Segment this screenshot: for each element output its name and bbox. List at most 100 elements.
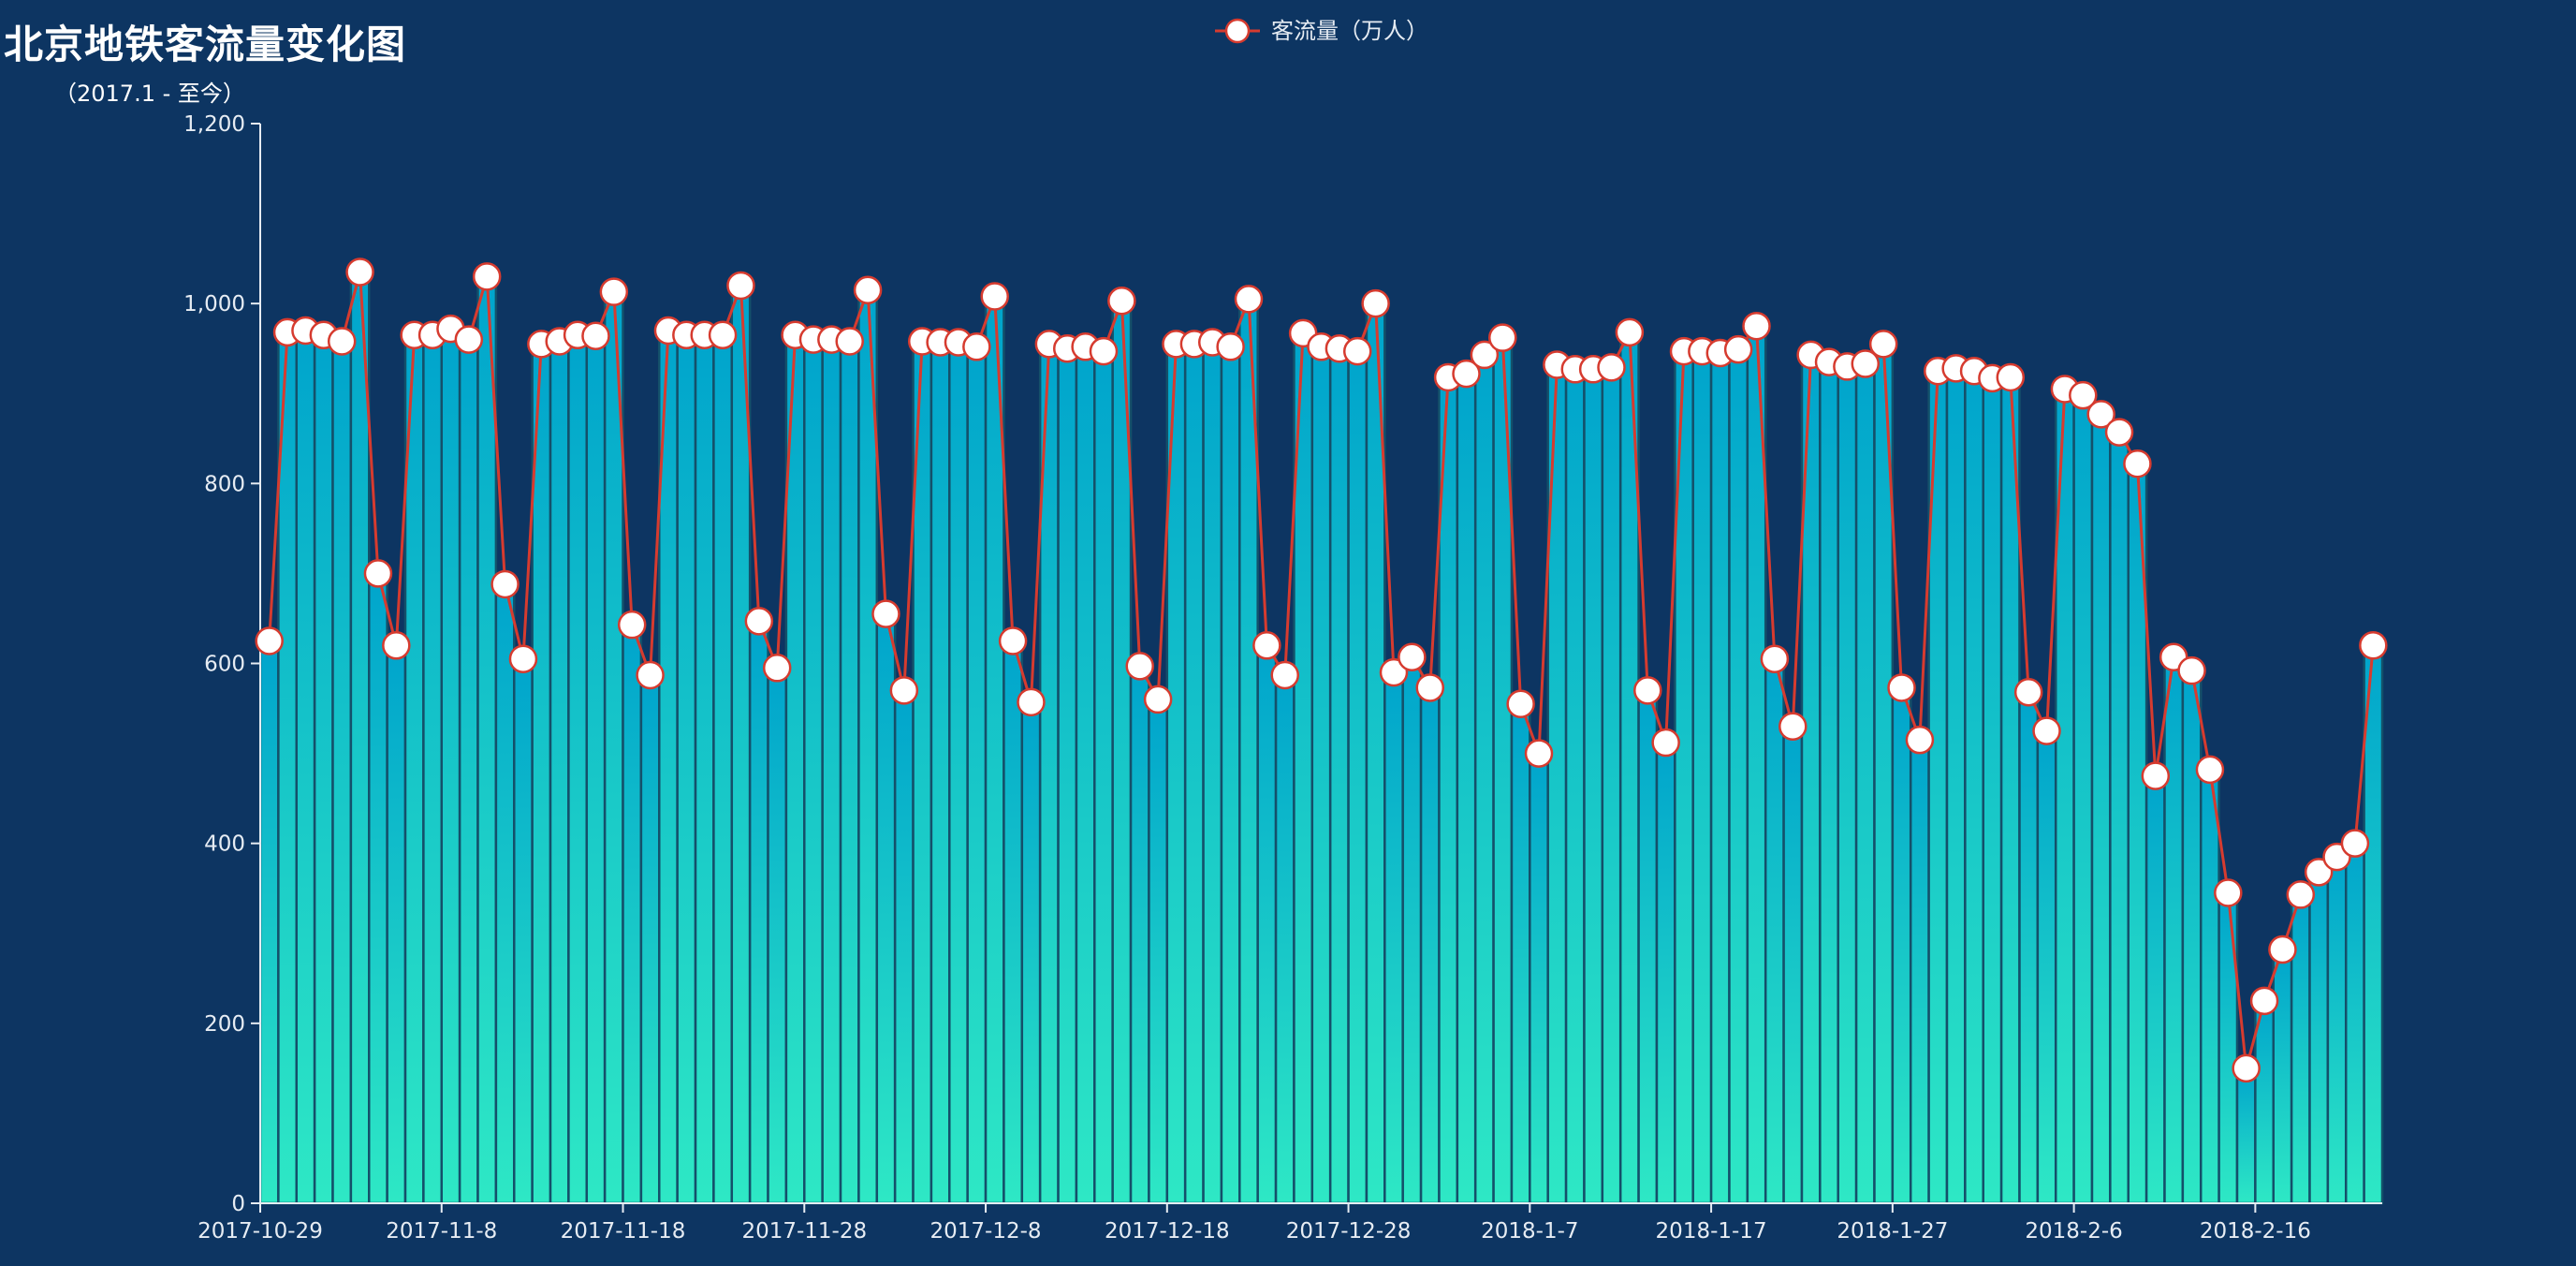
bar[interactable] [2344, 842, 2365, 1205]
bar[interactable] [2072, 393, 2094, 1205]
bar[interactable] [1347, 349, 1368, 1205]
bar[interactable] [1020, 700, 1042, 1205]
data-point[interactable] [1597, 353, 1626, 382]
data-point[interactable] [871, 599, 900, 628]
bar[interactable] [549, 340, 570, 1205]
bar[interactable] [1782, 725, 1804, 1205]
data-point[interactable] [345, 258, 374, 287]
data-point[interactable] [2032, 716, 2061, 745]
bar[interactable] [1328, 346, 1350, 1205]
bar[interactable] [2109, 431, 2130, 1205]
bar[interactable] [1075, 346, 1096, 1205]
data-point[interactable] [1723, 334, 1753, 364]
data-point[interactable] [1252, 631, 1281, 660]
bar[interactable] [1057, 346, 1078, 1205]
bar[interactable] [1837, 365, 1858, 1205]
data-point[interactable] [1488, 323, 1517, 352]
data-point[interactable] [2013, 677, 2043, 707]
bar[interactable] [2272, 948, 2293, 1205]
bar[interactable] [476, 275, 498, 1205]
data-point[interactable] [980, 282, 1009, 311]
data-point[interactable] [1760, 644, 1790, 673]
bar[interactable] [1473, 353, 1495, 1205]
bar[interactable] [1601, 366, 1622, 1205]
data-point[interactable] [998, 626, 1028, 655]
data-point[interactable] [2304, 858, 2334, 887]
data-point[interactable] [1343, 336, 1372, 366]
data-point[interactable] [1996, 362, 2026, 392]
bar[interactable] [1093, 349, 1114, 1205]
data-point[interactable] [1851, 349, 1881, 378]
bar[interactable] [2163, 655, 2185, 1205]
data-point[interactable] [1361, 288, 1390, 318]
bar[interactable] [1401, 655, 1423, 1205]
data-point[interactable] [1615, 317, 1645, 347]
bar[interactable] [2217, 891, 2239, 1205]
bar[interactable] [839, 340, 860, 1205]
bar[interactable] [712, 333, 734, 1205]
bar[interactable] [1510, 702, 1531, 1205]
data-point[interactable] [962, 332, 991, 361]
data-point[interactable] [2340, 829, 2370, 858]
bar[interactable] [1564, 368, 1586, 1205]
data-point[interactable] [2249, 986, 2279, 1016]
bar[interactable] [1728, 347, 1749, 1205]
bar[interactable] [1274, 673, 1295, 1205]
bar[interactable] [1529, 752, 1549, 1205]
data-point[interactable] [889, 676, 919, 705]
bar[interactable] [1202, 341, 1223, 1205]
data-point[interactable] [581, 321, 610, 351]
bar[interactable] [349, 271, 371, 1205]
data-point[interactable] [1089, 336, 1119, 366]
data-point[interactable] [2286, 880, 2316, 909]
bar[interactable] [1456, 372, 1477, 1205]
bar[interactable] [1945, 367, 1967, 1205]
bar[interactable] [494, 582, 516, 1205]
data-point[interactable] [2268, 935, 2297, 964]
bar[interactable] [2144, 774, 2166, 1205]
bar[interactable] [639, 673, 661, 1205]
data-point[interactable] [1234, 285, 1264, 314]
bar[interactable] [2181, 669, 2203, 1205]
bar[interactable] [1383, 670, 1404, 1205]
bar[interactable] [1854, 362, 1876, 1205]
bar[interactable] [1891, 686, 1912, 1205]
data-point[interactable] [2195, 755, 2225, 785]
bar[interactable] [622, 623, 643, 1205]
bar[interactable] [386, 644, 407, 1205]
bar[interactable] [440, 327, 461, 1205]
bar[interactable] [513, 657, 534, 1205]
bar[interactable] [1003, 640, 1024, 1205]
data-point[interactable] [1017, 687, 1046, 717]
data-point[interactable] [744, 607, 774, 636]
data-point[interactable] [762, 654, 792, 683]
data-point[interactable] [1651, 728, 1680, 758]
bar[interactable] [748, 620, 769, 1205]
data-point[interactable] [508, 644, 538, 673]
data-point[interactable] [490, 569, 520, 599]
bar[interactable] [2254, 999, 2275, 1205]
bar[interactable] [1655, 741, 1676, 1205]
data-point[interactable] [382, 631, 411, 660]
data-point[interactable] [472, 262, 502, 291]
data-point[interactable] [2141, 761, 2171, 790]
data-point[interactable] [1506, 689, 1535, 718]
data-point[interactable] [726, 271, 755, 301]
bar[interactable] [821, 338, 842, 1205]
data-point[interactable] [1633, 676, 1662, 705]
bar[interactable] [2308, 871, 2330, 1205]
data-point[interactable] [1524, 739, 1554, 768]
legend-label[interactable]: 客流量（万人） [1271, 18, 1428, 44]
bar[interactable] [1148, 698, 1169, 1205]
data-point[interactable] [1887, 673, 1916, 702]
data-point[interactable] [363, 559, 393, 588]
data-point[interactable] [2214, 878, 2243, 907]
bar[interactable] [313, 333, 334, 1205]
bar[interactable] [875, 612, 897, 1205]
bar[interactable] [2090, 413, 2112, 1205]
bar[interactable] [1256, 644, 1278, 1205]
data-point[interactable] [2104, 418, 2134, 447]
data-point[interactable] [1415, 673, 1445, 702]
bar[interactable] [1964, 369, 1984, 1205]
data-point[interactable] [853, 275, 883, 305]
